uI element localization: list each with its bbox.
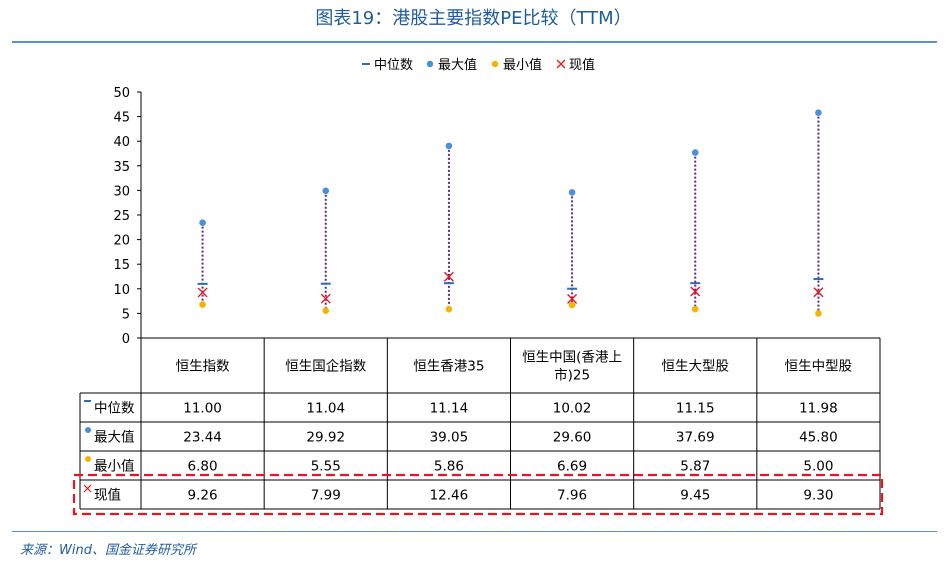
legend-label-max: 最大值 — [438, 57, 477, 73]
table-value: 29.60 — [553, 430, 592, 446]
y-tick-label: 10 — [113, 283, 130, 298]
legend-label-median: 中位数 — [374, 58, 413, 73]
table-value: 23.44 — [183, 430, 222, 446]
category-label: 恒生大型股 — [662, 359, 730, 375]
table-value: 9.45 — [680, 488, 710, 504]
row-label: 最小值 — [94, 459, 135, 475]
legend-label-min: 最小值 — [503, 57, 542, 73]
title-divider — [12, 41, 937, 43]
table-value: 5.55 — [311, 459, 341, 475]
current-point — [813, 287, 824, 298]
category-label: 恒生国企指数 — [285, 358, 366, 375]
table-value: 5.87 — [680, 459, 710, 475]
row-min-marker — [85, 456, 91, 462]
max-point — [445, 142, 453, 150]
y-tick-label: 50 — [113, 86, 130, 101]
max-point — [199, 219, 206, 226]
legend-current-marker — [556, 59, 566, 69]
current-point — [690, 286, 701, 297]
table-value: 10.02 — [553, 401, 592, 417]
max-point — [322, 187, 330, 195]
max-point — [568, 189, 576, 196]
category-label: 恒生中国(香港上 — [522, 350, 622, 366]
min-point — [815, 310, 822, 317]
table-value: 11.15 — [676, 401, 715, 417]
table-value: 12.46 — [430, 488, 469, 504]
table-value: 6.69 — [557, 459, 587, 475]
y-tick-label: 5 — [122, 307, 130, 322]
current-point — [320, 293, 331, 304]
min-point — [445, 305, 453, 313]
min-point — [568, 301, 576, 309]
table-value: 37.69 — [676, 430, 715, 446]
row-label: 中位数 — [94, 401, 135, 417]
y-tick-label: 0 — [122, 332, 130, 347]
y-tick-label: 25 — [113, 209, 130, 224]
min-point — [691, 305, 699, 313]
y-tick-label: 15 — [113, 258, 130, 273]
min-point — [199, 301, 206, 308]
table-value: 45.80 — [799, 430, 838, 446]
max-point — [691, 149, 699, 156]
source-note: 来源：Wind、国金证券研究所 — [20, 543, 196, 558]
table-value: 9.26 — [188, 488, 218, 504]
row-current-marker — [83, 484, 92, 493]
table-value: 6.80 — [188, 459, 218, 475]
current-point — [443, 271, 454, 282]
table-value: 7.99 — [311, 488, 341, 504]
table-value: 9.30 — [803, 488, 833, 504]
legend-max-marker — [426, 60, 434, 68]
category-label: 市)25 — [554, 367, 590, 384]
table-value: 5.86 — [434, 459, 464, 475]
row-label: 现值 — [94, 488, 121, 504]
max-point — [815, 109, 822, 116]
y-tick-label: 20 — [113, 234, 130, 249]
y-tick-label: 40 — [113, 135, 130, 150]
row-max-marker — [85, 427, 91, 433]
table-value: 7.96 — [557, 488, 587, 504]
table-value: 11.04 — [306, 401, 345, 417]
table-value: 11.98 — [799, 401, 838, 417]
y-tick-label: 30 — [113, 184, 130, 199]
highlight-box — [72, 473, 884, 516]
current-point — [197, 287, 208, 298]
current-point — [567, 293, 578, 304]
legend-min-marker — [491, 60, 499, 68]
legend-label-current: 现值 — [569, 57, 595, 73]
table-value: 29.92 — [306, 430, 345, 446]
bottom-divider — [12, 531, 937, 532]
category-label: 恒生中型股 — [785, 359, 853, 375]
y-tick-label: 35 — [113, 160, 130, 175]
table-value: 11.14 — [430, 401, 469, 417]
category-label: 恒生指数 — [176, 359, 230, 375]
category-label: 恒生香港35 — [413, 359, 484, 375]
table-value: 39.05 — [430, 430, 469, 446]
y-tick-label: 45 — [113, 111, 130, 126]
chart-title: 图表19：港股主要指数PE比较（TTM） — [315, 8, 632, 29]
table-value: 11.00 — [183, 401, 222, 417]
min-point — [322, 307, 330, 314]
row-label: 最大值 — [94, 430, 135, 446]
table-value: 5.00 — [803, 459, 833, 475]
